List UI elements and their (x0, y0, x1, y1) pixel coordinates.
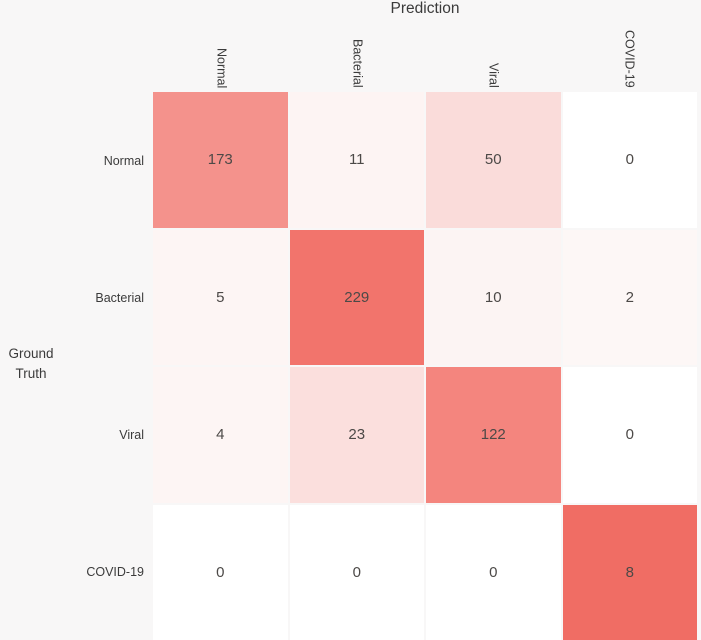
x-tick-label-text: Bacterial (350, 39, 365, 88)
heatmap-cell-viral-bacterial: 23 (289, 367, 424, 503)
y-tick-label-viral: Viral (119, 427, 144, 442)
y-tick-label-covid-19: COVID-19 (86, 564, 144, 579)
heatmap-cell-normal-bacterial: 11 (289, 92, 424, 228)
x-tick-label-covid-19: COVID-19 (561, 22, 697, 88)
heatmap-cell-viral-normal: 4 (153, 367, 288, 503)
heatmap-cell-covid-19-viral: 0 (426, 504, 561, 640)
heatmap-cell-bacterial-viral: 10 (426, 229, 561, 365)
heatmap-cell-normal-normal: 173 (153, 92, 288, 228)
y-tick-label-normal: Normal (103, 153, 144, 168)
heatmap-cell-bacterial-covid-19: 2 (562, 229, 697, 365)
y-axis-tick-labels: Normal Bacterial Viral COVID-19 (62, 92, 148, 640)
x-tick-label-text: Normal (214, 47, 229, 88)
x-tick-label-normal: Normal (153, 22, 289, 88)
heatmap-cell-covid-19-normal: 0 (153, 504, 288, 640)
heatmap-cell-normal-viral: 50 (426, 92, 561, 228)
heatmap-cell-viral-covid-19: 0 (562, 367, 697, 503)
x-tick-label-bacterial: Bacterial (289, 22, 425, 88)
heatmap-cell-bacterial-normal: 5 (153, 229, 288, 365)
heatmap-cell-bacterial-bacterial: 229 (289, 229, 424, 365)
heatmap-cell-normal-covid-19: 0 (562, 92, 697, 228)
y-tick-label-bacterial: Bacterial (95, 290, 144, 305)
heatmap-cell-covid-19-bacterial: 0 (289, 504, 424, 640)
x-tick-label-viral: Viral (425, 22, 561, 88)
heatmap-cell-covid-19-covid-19: 8 (562, 504, 697, 640)
confusion-matrix-heatmap: 173 11 50 0 5 229 10 2 4 23 122 0 0 0 0 8 (153, 92, 697, 640)
x-tick-label-text: COVID-19 (622, 30, 637, 88)
chart-title-prediction: Prediction (390, 0, 460, 17)
x-axis-tick-labels: Normal Bacterial Viral COVID-19 (153, 22, 697, 88)
y-axis-title-ground-truth: Ground Truth (8, 346, 54, 381)
x-tick-label-text: Viral (486, 63, 501, 88)
heatmap-cell-viral-viral: 122 (426, 367, 561, 503)
